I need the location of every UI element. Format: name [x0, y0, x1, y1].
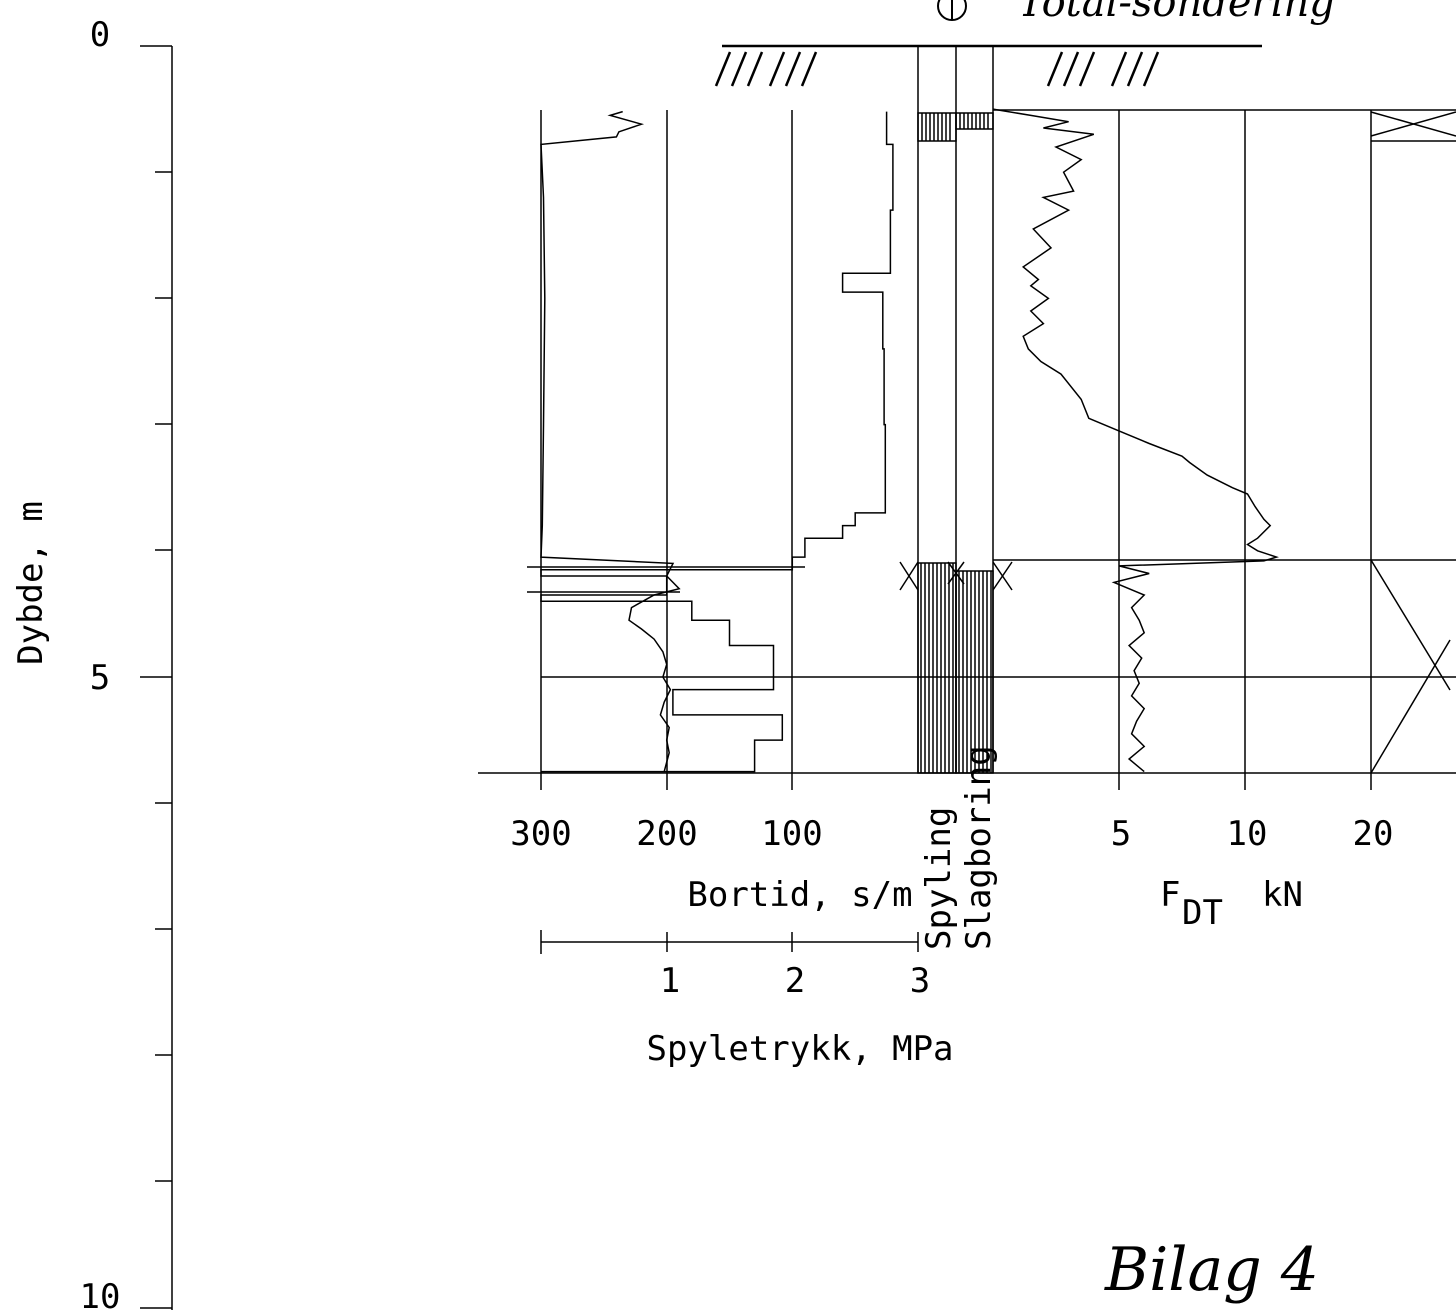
depth-axis: 0 5 10 Dybde, m [11, 15, 173, 1314]
bortid-tick-label: 200 [636, 814, 697, 854]
bortid-axis: 300 200 100 Bortid, s/m [510, 814, 912, 915]
spyling-label: Spyling [919, 807, 959, 950]
slagboring-label: Slagboring [959, 745, 999, 950]
spyletrykk-tick-label: 1 [660, 961, 680, 1001]
fdt-axis-label-main: F [1160, 875, 1180, 915]
bortid-tick-label: 100 [761, 814, 822, 854]
bortid-axis-label: Bortid, s/m [687, 875, 912, 915]
bortid-curve [540, 111, 894, 773]
spyletrykk-axis-label: Spyletrykk, MPa [646, 1029, 953, 1069]
bortid-tick-label: 300 [510, 814, 571, 854]
spyletrykk-tick-label: 3 [910, 961, 930, 1001]
ground-surface [714, 44, 1262, 87]
annotation-bilag: Bilag 4 [1104, 1235, 1319, 1305]
fdt-axis-label-sub: DT [1182, 893, 1223, 933]
spyletrykk-axis: 1 2 3 Spyletrykk, MPa [540, 930, 954, 1069]
depth-tick-label: 10 [80, 1277, 121, 1314]
depth-tick-label: 0 [90, 15, 110, 55]
depth-axis-label: Dybde, m [11, 501, 51, 665]
spyletrykk-curve [540, 110, 681, 772]
top-note-text: Total-sondering [1018, 0, 1335, 26]
fdt-tick-label: 10 [1227, 814, 1268, 854]
drilling-method-column [899, 112, 1013, 774]
depth-tick-label: 5 [90, 658, 110, 698]
top-note: Total-sondering [937, 0, 1335, 26]
right-column-markers [1370, 111, 1456, 774]
fdt-tick-label: 20 [1353, 814, 1394, 854]
fdt-axis-label-unit: kN [1262, 875, 1303, 915]
fdt-axis: 5 10 20 F DT kN [1111, 814, 1394, 933]
fdt-curve [992, 108, 1279, 773]
spyletrykk-tick-label: 2 [785, 961, 805, 1001]
fdt-tick-label: 5 [1111, 814, 1131, 854]
